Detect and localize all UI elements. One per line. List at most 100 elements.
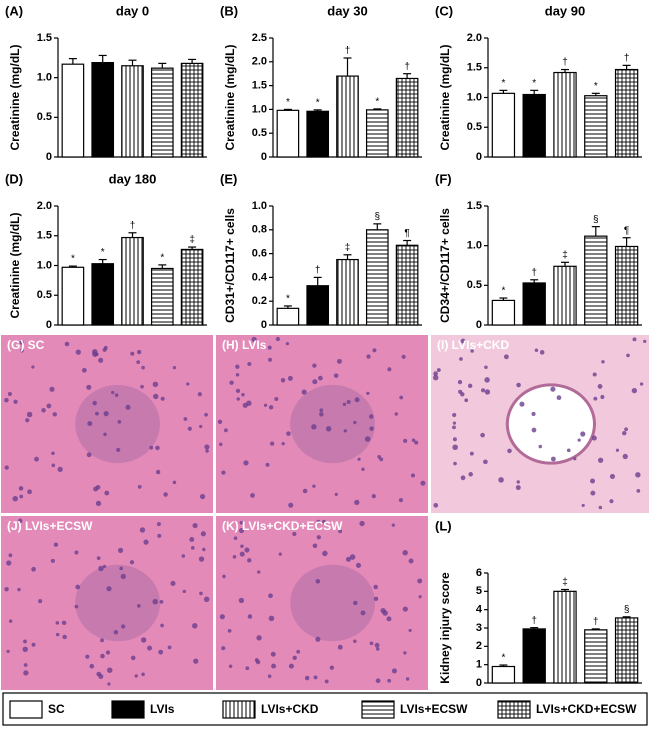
nucleus <box>103 410 109 417</box>
nucleus <box>41 408 46 413</box>
nucleus <box>25 418 30 423</box>
nucleus <box>550 456 556 462</box>
nucleus <box>318 375 323 381</box>
nucleus <box>223 428 228 433</box>
nucleus <box>315 579 321 584</box>
legend-box <box>2 692 648 726</box>
y-tick-label: 0.5 <box>467 121 482 133</box>
y-tick-label: 2.0 <box>37 200 52 212</box>
nucleus <box>247 362 252 367</box>
y-axis-label: Kidney injury score <box>438 572 452 684</box>
significance-label: ‡ <box>562 577 568 588</box>
y-tick-label: 1.0 <box>37 259 52 271</box>
nucleus <box>95 500 102 507</box>
nucleus <box>624 427 628 432</box>
nucleus <box>403 438 408 443</box>
bar <box>584 235 608 326</box>
nucleus <box>147 645 153 651</box>
nucleus <box>256 635 262 641</box>
y-tick-label: 0 <box>261 319 267 331</box>
significance-label: * <box>71 254 75 265</box>
nucleus <box>186 382 190 386</box>
significance-label: † <box>562 57 568 68</box>
nucleus <box>531 411 536 416</box>
nucleus <box>622 430 627 436</box>
nucleus <box>380 607 386 614</box>
bar <box>180 248 204 326</box>
panel-label: (E) <box>220 171 237 186</box>
nucleus <box>23 663 28 667</box>
bar <box>522 628 546 684</box>
nucleus <box>312 484 316 488</box>
nucleus <box>23 639 27 644</box>
nucleus <box>105 650 111 655</box>
nucleus <box>103 432 107 437</box>
nucleus <box>222 574 226 579</box>
y-tick-label: 5 <box>476 585 482 597</box>
significance-label: ¶ <box>624 225 629 236</box>
significance-label: * <box>316 98 320 109</box>
chart-title: day 0 <box>116 3 149 18</box>
nucleus <box>64 341 70 347</box>
nucleus <box>600 394 605 400</box>
glomerulus <box>505 383 597 465</box>
nucleus <box>50 558 55 563</box>
nucleus <box>86 452 92 458</box>
bar <box>150 267 174 326</box>
significance-label: † <box>404 61 410 72</box>
nucleus <box>342 402 347 407</box>
histology-image <box>216 516 428 690</box>
nucleus <box>139 527 146 533</box>
nucleus <box>51 463 56 468</box>
nucleus <box>236 397 240 401</box>
nucleus <box>227 628 232 633</box>
nucleus <box>257 570 261 574</box>
nucleus <box>324 679 329 684</box>
nucleus <box>592 372 597 377</box>
panel-label: (B) <box>220 3 238 18</box>
nucleus <box>268 357 273 362</box>
nucleus <box>52 412 57 417</box>
significance-label: † <box>345 46 351 57</box>
nucleus <box>141 365 145 370</box>
nucleus <box>136 360 141 364</box>
nucleus <box>346 400 351 404</box>
y-tick-label: 1.0 <box>252 103 267 115</box>
nucleus <box>280 378 286 383</box>
nucleus <box>204 444 210 450</box>
nucleus <box>92 349 98 355</box>
bar <box>365 229 389 326</box>
nucleus <box>205 449 209 453</box>
nucleus <box>113 630 119 635</box>
y-tick-label: 1.0 <box>252 200 267 212</box>
y-tick-label: 4 <box>476 604 483 616</box>
nucleus <box>6 649 10 654</box>
nucleus <box>38 599 43 604</box>
significance-label: * <box>501 653 505 664</box>
nucleus <box>98 565 104 572</box>
nucleus <box>232 555 237 559</box>
bar <box>276 109 300 158</box>
nucleus <box>399 395 404 400</box>
significance-label: * <box>501 78 505 89</box>
nucleus <box>288 502 294 508</box>
nucleus <box>204 412 208 417</box>
nucleus <box>601 360 605 364</box>
nucleus <box>130 655 136 661</box>
nucleus <box>86 384 92 390</box>
nucleus <box>31 642 36 647</box>
nucleus <box>74 604 79 609</box>
nucleus <box>129 560 135 565</box>
y-tick-label: 0.2 <box>252 295 267 307</box>
nucleus <box>338 529 343 534</box>
nucleus <box>51 451 55 456</box>
nucleus <box>268 593 273 599</box>
nucleus <box>244 547 250 553</box>
y-axis-label: Creatinine (mg/dL) <box>438 44 452 150</box>
bar <box>522 282 546 326</box>
nucleus <box>255 659 261 665</box>
nucleus <box>239 520 244 525</box>
legend-label: SC <box>48 702 65 716</box>
nucleus <box>189 537 195 542</box>
